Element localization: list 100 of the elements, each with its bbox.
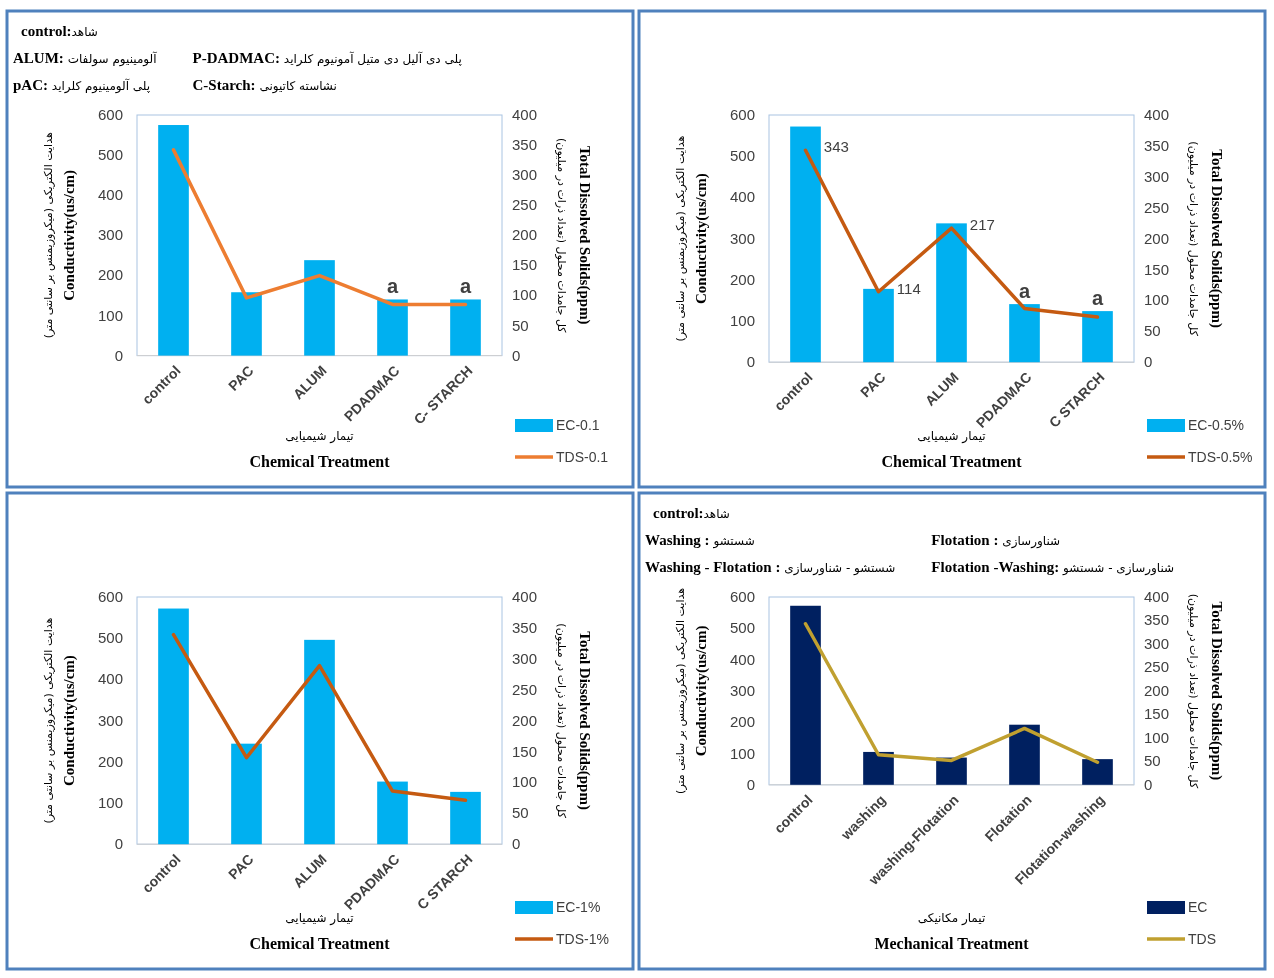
- legend-label: EC-0.5%: [1188, 417, 1245, 433]
- bar: [936, 223, 967, 363]
- bar: [377, 781, 408, 845]
- data-label: 343: [823, 138, 849, 156]
- y2-tick-label: 150: [1144, 705, 1170, 723]
- y2-tick-label: 300: [512, 166, 538, 184]
- bar: [158, 125, 189, 356]
- y2-tick-label: 50: [512, 804, 529, 822]
- y2-tick-label: 0: [1144, 775, 1153, 793]
- y2-tick-label: 300: [1144, 167, 1170, 185]
- bar: [231, 743, 262, 845]
- y-tick-label: 500: [97, 146, 123, 164]
- y-tick-label: 300: [97, 226, 123, 244]
- legend-label: TDS-0.1: [556, 449, 609, 465]
- y-tick-label: 100: [729, 312, 755, 329]
- bar: [450, 791, 481, 845]
- bar: [1009, 304, 1040, 363]
- y2-tick-label: 200: [512, 711, 538, 729]
- bar: [158, 608, 189, 845]
- y2-tick-label: 300: [1144, 634, 1170, 652]
- y-tick-label: 200: [729, 713, 755, 731]
- y2-tick-label: 250: [1144, 198, 1170, 216]
- legend-label: TDS-0.5%: [1188, 449, 1253, 465]
- legend-label: EC-1%: [556, 899, 601, 915]
- legend-label: EC-0.1: [556, 417, 600, 433]
- y2-tick-label: 0: [512, 835, 521, 853]
- y2-tick-label: 350: [512, 618, 538, 636]
- legend-label: TDS: [1188, 931, 1216, 947]
- y2-tick-label: 100: [512, 286, 538, 304]
- bar: [304, 639, 335, 845]
- y2-tick-label: 200: [512, 226, 538, 244]
- y-tick-label: 600: [97, 588, 123, 605]
- bar: [450, 299, 481, 356]
- annotation: a: [386, 275, 399, 298]
- bar: [1009, 724, 1040, 785]
- y2-tick-label: 250: [1144, 658, 1170, 676]
- bar: [863, 751, 894, 785]
- line-series: [803, 622, 1100, 765]
- y-tick-label: 400: [729, 188, 755, 206]
- bar: [1082, 311, 1113, 363]
- y-tick-label: 500: [729, 619, 755, 637]
- y2-tick-label: 250: [512, 196, 538, 214]
- annotation: a: [459, 275, 472, 298]
- y2-tick-label: 50: [1144, 752, 1161, 770]
- y2-tick-label: 200: [1144, 681, 1170, 699]
- y-tick-label: 0: [114, 346, 123, 364]
- bar: [790, 126, 821, 363]
- y2-tick-label: 150: [512, 256, 538, 274]
- y2-tick-label: 350: [1144, 611, 1170, 629]
- bar: [1082, 759, 1113, 785]
- y-tick-label: 600: [729, 588, 755, 605]
- y-tick-label: 600: [729, 106, 755, 123]
- y2-tick-label: 150: [512, 742, 538, 760]
- y-tick-label: 500: [97, 629, 123, 647]
- y2-tick-label: 400: [512, 588, 538, 605]
- y2-tick-label: 350: [1144, 136, 1170, 154]
- y-tick-label: 300: [729, 229, 755, 247]
- y2-tick-label: 100: [1144, 728, 1170, 746]
- y2-tick-label: 300: [512, 649, 538, 667]
- y-tick-label: 200: [97, 266, 123, 284]
- y2-tick-label: 200: [1144, 229, 1170, 247]
- y-tick-label: 400: [97, 670, 123, 688]
- y2-tick-label: 0: [1144, 353, 1153, 371]
- legend-label: EC: [1188, 899, 1208, 915]
- y2-tick-label: 0: [512, 346, 521, 364]
- y-tick-label: 400: [97, 186, 123, 204]
- data-label: 217: [969, 216, 995, 234]
- y2-tick-label: 150: [1144, 260, 1170, 278]
- bar: [377, 299, 408, 356]
- y-tick-label: 0: [746, 353, 755, 371]
- bar: [231, 292, 262, 356]
- y-tick-label: 200: [729, 270, 755, 288]
- y2-tick-label: 400: [512, 106, 538, 123]
- y2-tick-label: 400: [1144, 588, 1170, 605]
- y-tick-label: 0: [746, 775, 755, 793]
- bar: [304, 260, 335, 356]
- y-tick-label: 600: [97, 106, 123, 123]
- y-tick-label: 100: [97, 306, 123, 324]
- data-label: 114: [896, 279, 921, 297]
- legend-label: TDS-1%: [556, 931, 609, 947]
- y2-tick-label: 350: [512, 136, 538, 154]
- y-tick-label: 400: [729, 650, 755, 668]
- y2-tick-label: 100: [512, 773, 538, 791]
- line-series: [171, 632, 468, 803]
- y-tick-label: 200: [97, 752, 123, 770]
- y2-tick-label: 50: [1144, 322, 1161, 340]
- annotation: a: [1018, 280, 1031, 303]
- y-tick-label: 300: [97, 711, 123, 729]
- y-tick-label: 500: [729, 147, 755, 165]
- y2-tick-label: 250: [512, 680, 538, 698]
- y2-tick-label: 400: [1144, 106, 1170, 123]
- bar: [863, 288, 894, 363]
- y-tick-label: 0: [114, 835, 123, 853]
- bar: [790, 605, 821, 785]
- y-tick-label: 100: [97, 794, 123, 811]
- y2-tick-label: 100: [1144, 291, 1170, 309]
- y-tick-label: 300: [729, 681, 755, 699]
- annotation: a: [1091, 287, 1104, 310]
- y2-tick-label: 50: [512, 316, 529, 334]
- y-tick-label: 100: [729, 744, 755, 762]
